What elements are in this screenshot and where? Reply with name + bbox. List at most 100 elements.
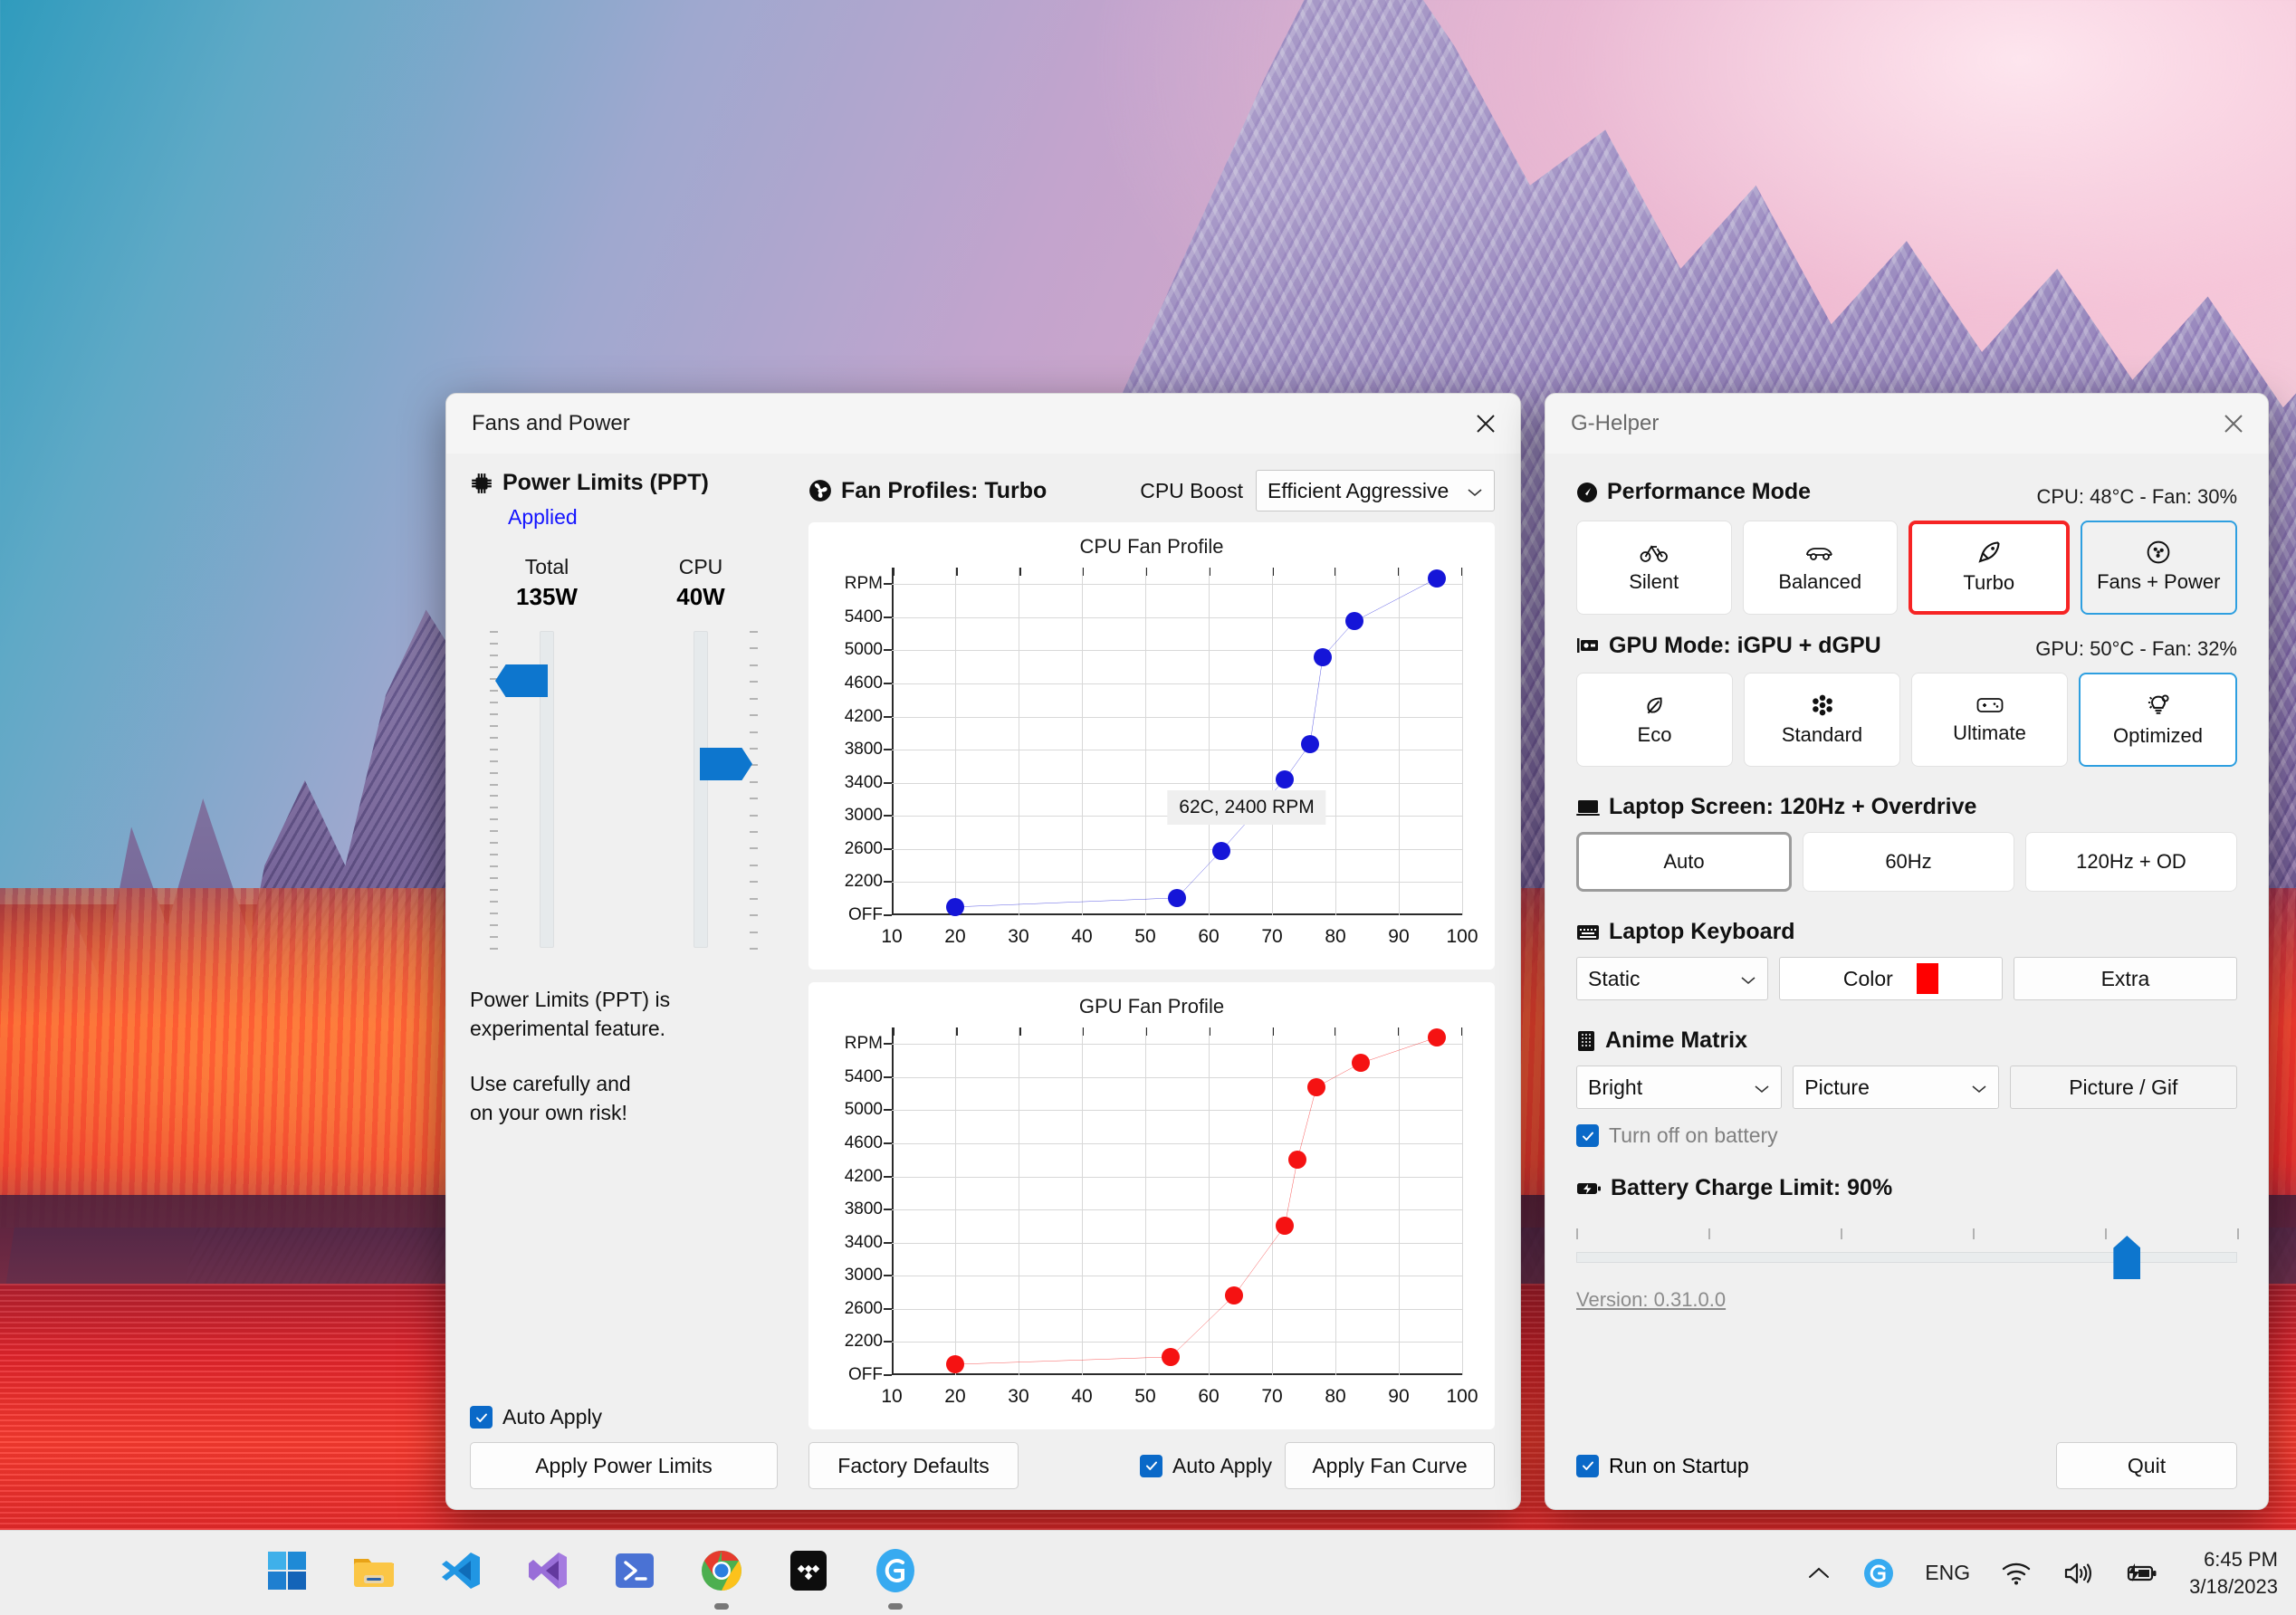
asterisk-icon: [1811, 693, 1834, 717]
factory-defaults-button[interactable]: Factory Defaults: [808, 1442, 1019, 1489]
chart-gridline-h: [892, 1242, 1462, 1244]
chart-y-tick: [884, 1341, 892, 1343]
performance-tile-turbo[interactable]: Turbo: [1909, 520, 2070, 615]
screen-option-auto[interactable]: Auto: [1576, 832, 1792, 892]
cpu-slider-thumb[interactable]: [700, 748, 752, 780]
fan-profiles-header: Fan Profiles: Turbo CPU Boost Efficient …: [808, 470, 1495, 511]
powershell-icon: [614, 1551, 655, 1595]
run-on-startup-checkbox[interactable]: Run on Startup: [1576, 1454, 1749, 1478]
performance-tile-balanced[interactable]: Balanced: [1742, 520, 1898, 615]
chart-data-point[interactable]: [1288, 1151, 1306, 1170]
quit-button[interactable]: Quit: [2056, 1442, 2237, 1489]
fan-profiles-heading: Fan Profiles: Turbo: [808, 478, 1047, 504]
anime-content-select[interactable]: Picture: [1793, 1066, 1999, 1109]
chart-data-point[interactable]: [1352, 1054, 1370, 1073]
vs-code-button[interactable]: [436, 1549, 485, 1598]
total-power-slider[interactable]: [470, 631, 624, 950]
cpu-power-slider[interactable]: [624, 631, 778, 950]
tidal-button[interactable]: [784, 1549, 833, 1598]
power-limits-note: Power Limits (PPT) is experimental featu…: [470, 986, 778, 1128]
chevron-up-icon[interactable]: [1805, 1565, 1832, 1582]
chart-gridline-h: [892, 882, 1462, 884]
keyboard-color-button[interactable]: Color: [1778, 957, 2003, 1000]
chart-data-point[interactable]: [1212, 841, 1230, 860]
chart-gridline-v: [1398, 568, 1400, 915]
fan-auto-apply-checkbox[interactable]: Auto Apply: [1140, 1454, 1272, 1478]
chart-data-point[interactable]: [1275, 1217, 1294, 1236]
apply-fan-curve-button[interactable]: Apply Fan Curve: [1285, 1442, 1495, 1489]
slider-tick: [490, 889, 498, 892]
total-slider-ticks: [490, 631, 498, 950]
file-explorer-button[interactable]: [349, 1549, 398, 1598]
clock[interactable]: 6:45 PM 3/18/2023: [2189, 1546, 2278, 1600]
chart-data-point[interactable]: [1307, 1077, 1325, 1096]
g-helper-button[interactable]: [871, 1549, 920, 1610]
power-auto-apply-checkbox[interactable]: Auto Apply: [470, 1405, 778, 1429]
gpu-tile-standard[interactable]: Standard: [1744, 673, 1900, 767]
chart-x-tick: [1082, 1027, 1085, 1036]
keyboard-mode-select[interactable]: Static: [1576, 957, 1768, 1000]
speaker-icon[interactable]: [2062, 1561, 2093, 1586]
chart-data-point[interactable]: [945, 897, 964, 916]
screen-option-60hz[interactable]: 60Hz: [1803, 832, 2014, 892]
keyboard-extra-button[interactable]: Extra: [2013, 957, 2237, 1000]
gpu-fan-profile-chart[interactable]: GPU Fan Profile OFF 2200 2600 3000 3400 3800 4…: [808, 982, 1495, 1429]
slider-tick: [490, 654, 498, 656]
powershell-button[interactable]: [610, 1549, 659, 1598]
slider-tick: [750, 897, 758, 900]
total-slider-thumb[interactable]: [495, 664, 548, 697]
performance-tile-fans-power[interactable]: Fans + Power: [2080, 520, 2237, 615]
chart-data-point[interactable]: [1275, 770, 1294, 789]
visual-studio-button[interactable]: [523, 1549, 572, 1598]
gpu-tile-ultimate[interactable]: Ultimate: [1911, 673, 2068, 767]
gpu-tile-eco[interactable]: Eco: [1576, 673, 1733, 767]
anime-turn-off-checkbox[interactable]: Turn off on battery: [1576, 1123, 2237, 1148]
keyboard-color-swatch[interactable]: [1916, 963, 1938, 994]
chart-data-point[interactable]: [1162, 1347, 1180, 1366]
battery-slider-rail[interactable]: [1576, 1252, 2237, 1263]
anime-picture-gif-button[interactable]: Picture / Gif: [2009, 1066, 2237, 1109]
chart-data-point[interactable]: [1225, 1286, 1243, 1305]
total-slider-track[interactable]: [540, 631, 554, 948]
slider-tick: [750, 647, 758, 650]
slider-tick: [750, 664, 758, 666]
chart-data-point[interactable]: [1428, 569, 1446, 588]
battery-charging-icon[interactable]: [2124, 1562, 2158, 1585]
chart-data-point[interactable]: [1314, 647, 1332, 666]
chart-data-point[interactable]: [1345, 612, 1363, 631]
performance-tile-label: Silent: [1629, 570, 1679, 593]
language-indicator[interactable]: ENG: [1925, 1561, 1971, 1584]
close-icon[interactable]: [2199, 394, 2268, 454]
cpu-boost-select[interactable]: Efficient Aggressive: [1256, 470, 1495, 511]
cpu-slider-track[interactable]: [694, 631, 708, 948]
power-limits-panel: Power Limits (PPT) Applied Total 135W CP…: [446, 454, 799, 1509]
chart-x-tick: [1145, 1027, 1148, 1036]
battery-slider-thumb[interactable]: [2113, 1236, 2141, 1279]
chart-data-point[interactable]: [1428, 1027, 1446, 1046]
apply-power-limits-button[interactable]: Apply Power Limits: [470, 1442, 778, 1489]
car-icon: [1804, 540, 1835, 564]
chart-y-tick: [884, 1075, 892, 1078]
performance-tile-silent[interactable]: Silent: [1576, 520, 1732, 615]
version-link[interactable]: Version: 0.31.0.0: [1576, 1288, 1727, 1311]
fan-icon: [2147, 540, 2170, 564]
chart-data-point[interactable]: [1301, 734, 1319, 753]
slider-tick: [490, 830, 498, 833]
g-helper-tray-icon[interactable]: [1863, 1558, 1894, 1589]
chart-gridline-h: [892, 1076, 1462, 1078]
chart-series: [892, 1027, 1462, 1375]
chrome-button[interactable]: [697, 1549, 746, 1610]
chart-data-point[interactable]: [1168, 888, 1186, 907]
anime-brightness-select[interactable]: Bright: [1576, 1066, 1783, 1109]
battery-charge-slider[interactable]: [1576, 1218, 2239, 1279]
cpu-fan-profile-chart[interactable]: CPU Fan Profile OFF 2200 2600 3000 3400 3800 4…: [808, 522, 1495, 970]
close-icon[interactable]: [1451, 394, 1520, 454]
slider-tick: [490, 936, 498, 939]
start-button[interactable]: [263, 1549, 311, 1598]
chart-data-point[interactable]: [945, 1355, 964, 1374]
gpu-tile-optimized[interactable]: Optimized: [2079, 673, 2237, 767]
chart-y-tick: [884, 781, 892, 784]
wifi-icon[interactable]: [2001, 1561, 2032, 1586]
ghelper-window-title: G-Helper: [1571, 411, 1660, 435]
screen-option-120hz-od[interactable]: 120Hz + OD: [2025, 832, 2237, 892]
